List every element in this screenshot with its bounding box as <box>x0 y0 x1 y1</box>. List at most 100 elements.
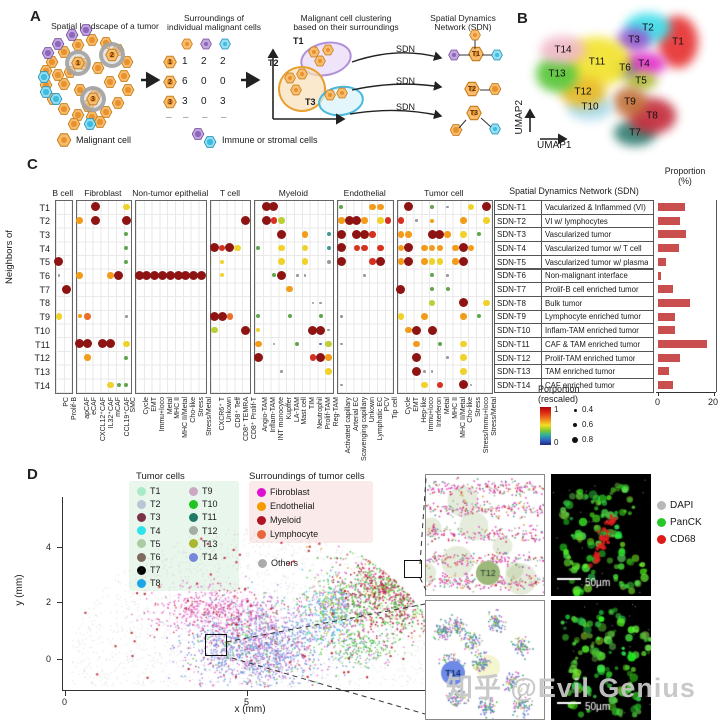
dotplot-group-box <box>254 200 335 394</box>
dotplot-col-label: PC <box>62 397 70 407</box>
dotplot-dot <box>452 244 459 252</box>
sdn-desc: Lymphocyte enriched tumor <box>545 312 641 322</box>
cell-nucleus <box>492 126 498 132</box>
dotplot-dot <box>460 217 467 224</box>
dotplot-dot <box>301 231 309 238</box>
cell-nucleus <box>75 112 81 118</box>
legend-title: Porportion <box>538 384 580 394</box>
dotplot-dot <box>404 202 414 212</box>
proportion-bar <box>658 340 707 348</box>
cell-nucleus <box>327 92 333 98</box>
sdn-arrow-icon <box>351 51 443 63</box>
cell-nucleus <box>55 41 61 47</box>
cell-nucleus <box>339 90 345 96</box>
dotplot-dot <box>62 284 72 294</box>
umap-cluster-label: T1 <box>672 36 684 48</box>
umap-cluster-label: T14 <box>554 44 572 56</box>
dotplot-dot <box>476 232 481 237</box>
matrix-value: 3 <box>182 96 188 107</box>
cell-nucleus <box>69 32 75 38</box>
dotplot-dot <box>296 274 299 277</box>
dotplot-dot <box>256 328 261 333</box>
orange-cell-icon <box>314 55 326 67</box>
dotplot-group-header: Endothelial <box>343 188 386 199</box>
cell-nucleus <box>61 81 67 87</box>
dotplot-group-header: B cell <box>52 188 74 199</box>
panck-swatch-icon <box>657 518 666 527</box>
sdn-arrow-label: SDN <box>396 102 416 112</box>
dotplot-col-label: Cycle <box>404 397 412 415</box>
matrix-ellipsis: – <box>221 112 227 123</box>
tumor-item-label: T9 <box>202 486 213 496</box>
cell-nucleus <box>195 131 201 137</box>
dotplot-group-header: T cell <box>219 188 240 199</box>
dotplot-dot <box>404 257 414 267</box>
proportion-bar <box>658 312 675 321</box>
map-y-tick <box>57 659 62 661</box>
cell-nucleus <box>61 137 67 143</box>
dotplot-dot <box>369 203 376 211</box>
dotplot-row-label: T14 <box>34 380 50 391</box>
dotplot-dot <box>437 341 442 346</box>
dotplot-col-label: Stress <box>197 397 205 417</box>
dotplot-dot <box>344 216 354 226</box>
umap-cluster-label: T9 <box>624 96 636 108</box>
dotplot-dot <box>427 325 437 335</box>
sdn-desc: Prolif-B cell enriched tumor <box>545 285 639 295</box>
dotplot-dot <box>482 202 492 212</box>
dotplot-dot <box>412 325 421 335</box>
dotplot-dot <box>369 231 376 238</box>
cluster-label-t2: T2 <box>268 58 279 68</box>
cell-number-label: 3 <box>91 95 95 103</box>
sdn-table-row: SDN-T11 CAF & TAM enriched tumor <box>494 337 654 352</box>
cell-nucleus <box>90 96 96 102</box>
dotplot-dot <box>123 203 130 211</box>
orange-cell-icon <box>73 84 87 96</box>
dotplot-dot <box>76 217 83 224</box>
cell-number-label: 2 <box>110 51 114 59</box>
colorbar-max: 1 <box>554 405 559 414</box>
panel-a-title-1: Spatial landscape of a tumor <box>51 21 159 31</box>
dotplot-group-box <box>135 200 208 394</box>
dotplot-dot <box>405 231 412 238</box>
dotplot-group-box <box>55 200 73 394</box>
orange-cell-icon <box>57 78 71 90</box>
cell-nucleus <box>75 60 81 66</box>
cell-nucleus <box>325 47 331 53</box>
dotplot-dot <box>452 258 459 265</box>
dotplot-dot <box>397 217 405 224</box>
cell-number-label: 3 <box>168 98 172 106</box>
sdn-desc: TAM enriched tumor <box>545 367 616 377</box>
dotplot-dot <box>325 340 332 348</box>
cd68-swatch-icon <box>657 535 666 544</box>
dotplot-col-label: Immu+loco <box>158 397 166 432</box>
proportion-bar <box>658 203 685 211</box>
malignant-cell-1: 1 <box>71 56 85 70</box>
orange-cell-icon <box>284 72 296 84</box>
orange-cell-icon <box>181 38 193 50</box>
dotplot-dot <box>116 382 121 387</box>
dotplot-dot <box>421 313 428 320</box>
dotplot-dot <box>211 326 218 334</box>
dotplot-dot <box>218 244 226 252</box>
orange-cell-icon <box>290 84 302 96</box>
matrix-value: 3 <box>220 96 226 107</box>
dotplot-col-label: CXCL12⁺CAF <box>100 397 108 442</box>
dotplot-row-label: T13 <box>34 366 50 377</box>
orange-cell-icon <box>121 84 135 96</box>
dotplot-dot <box>319 342 322 346</box>
dotplot-dot <box>106 339 116 349</box>
dotplot-dot <box>340 315 343 318</box>
orange-cell-icon <box>103 76 117 88</box>
malignant-cell-3: 3 <box>163 95 177 109</box>
dotplot-dot <box>377 203 384 211</box>
sdn-id: SDN-T14 <box>495 379 542 392</box>
dotplot-dot <box>256 314 261 319</box>
if-legend-item: CD68 <box>657 534 696 545</box>
dotplot-dot <box>197 270 206 280</box>
dotplot-dot <box>326 259 331 264</box>
orange-cell-icon <box>39 65 53 77</box>
dotplot-dot <box>375 257 385 267</box>
dotplot-row-label: T1 <box>39 202 50 213</box>
dotplot-col-label: Mast cell <box>301 397 309 425</box>
